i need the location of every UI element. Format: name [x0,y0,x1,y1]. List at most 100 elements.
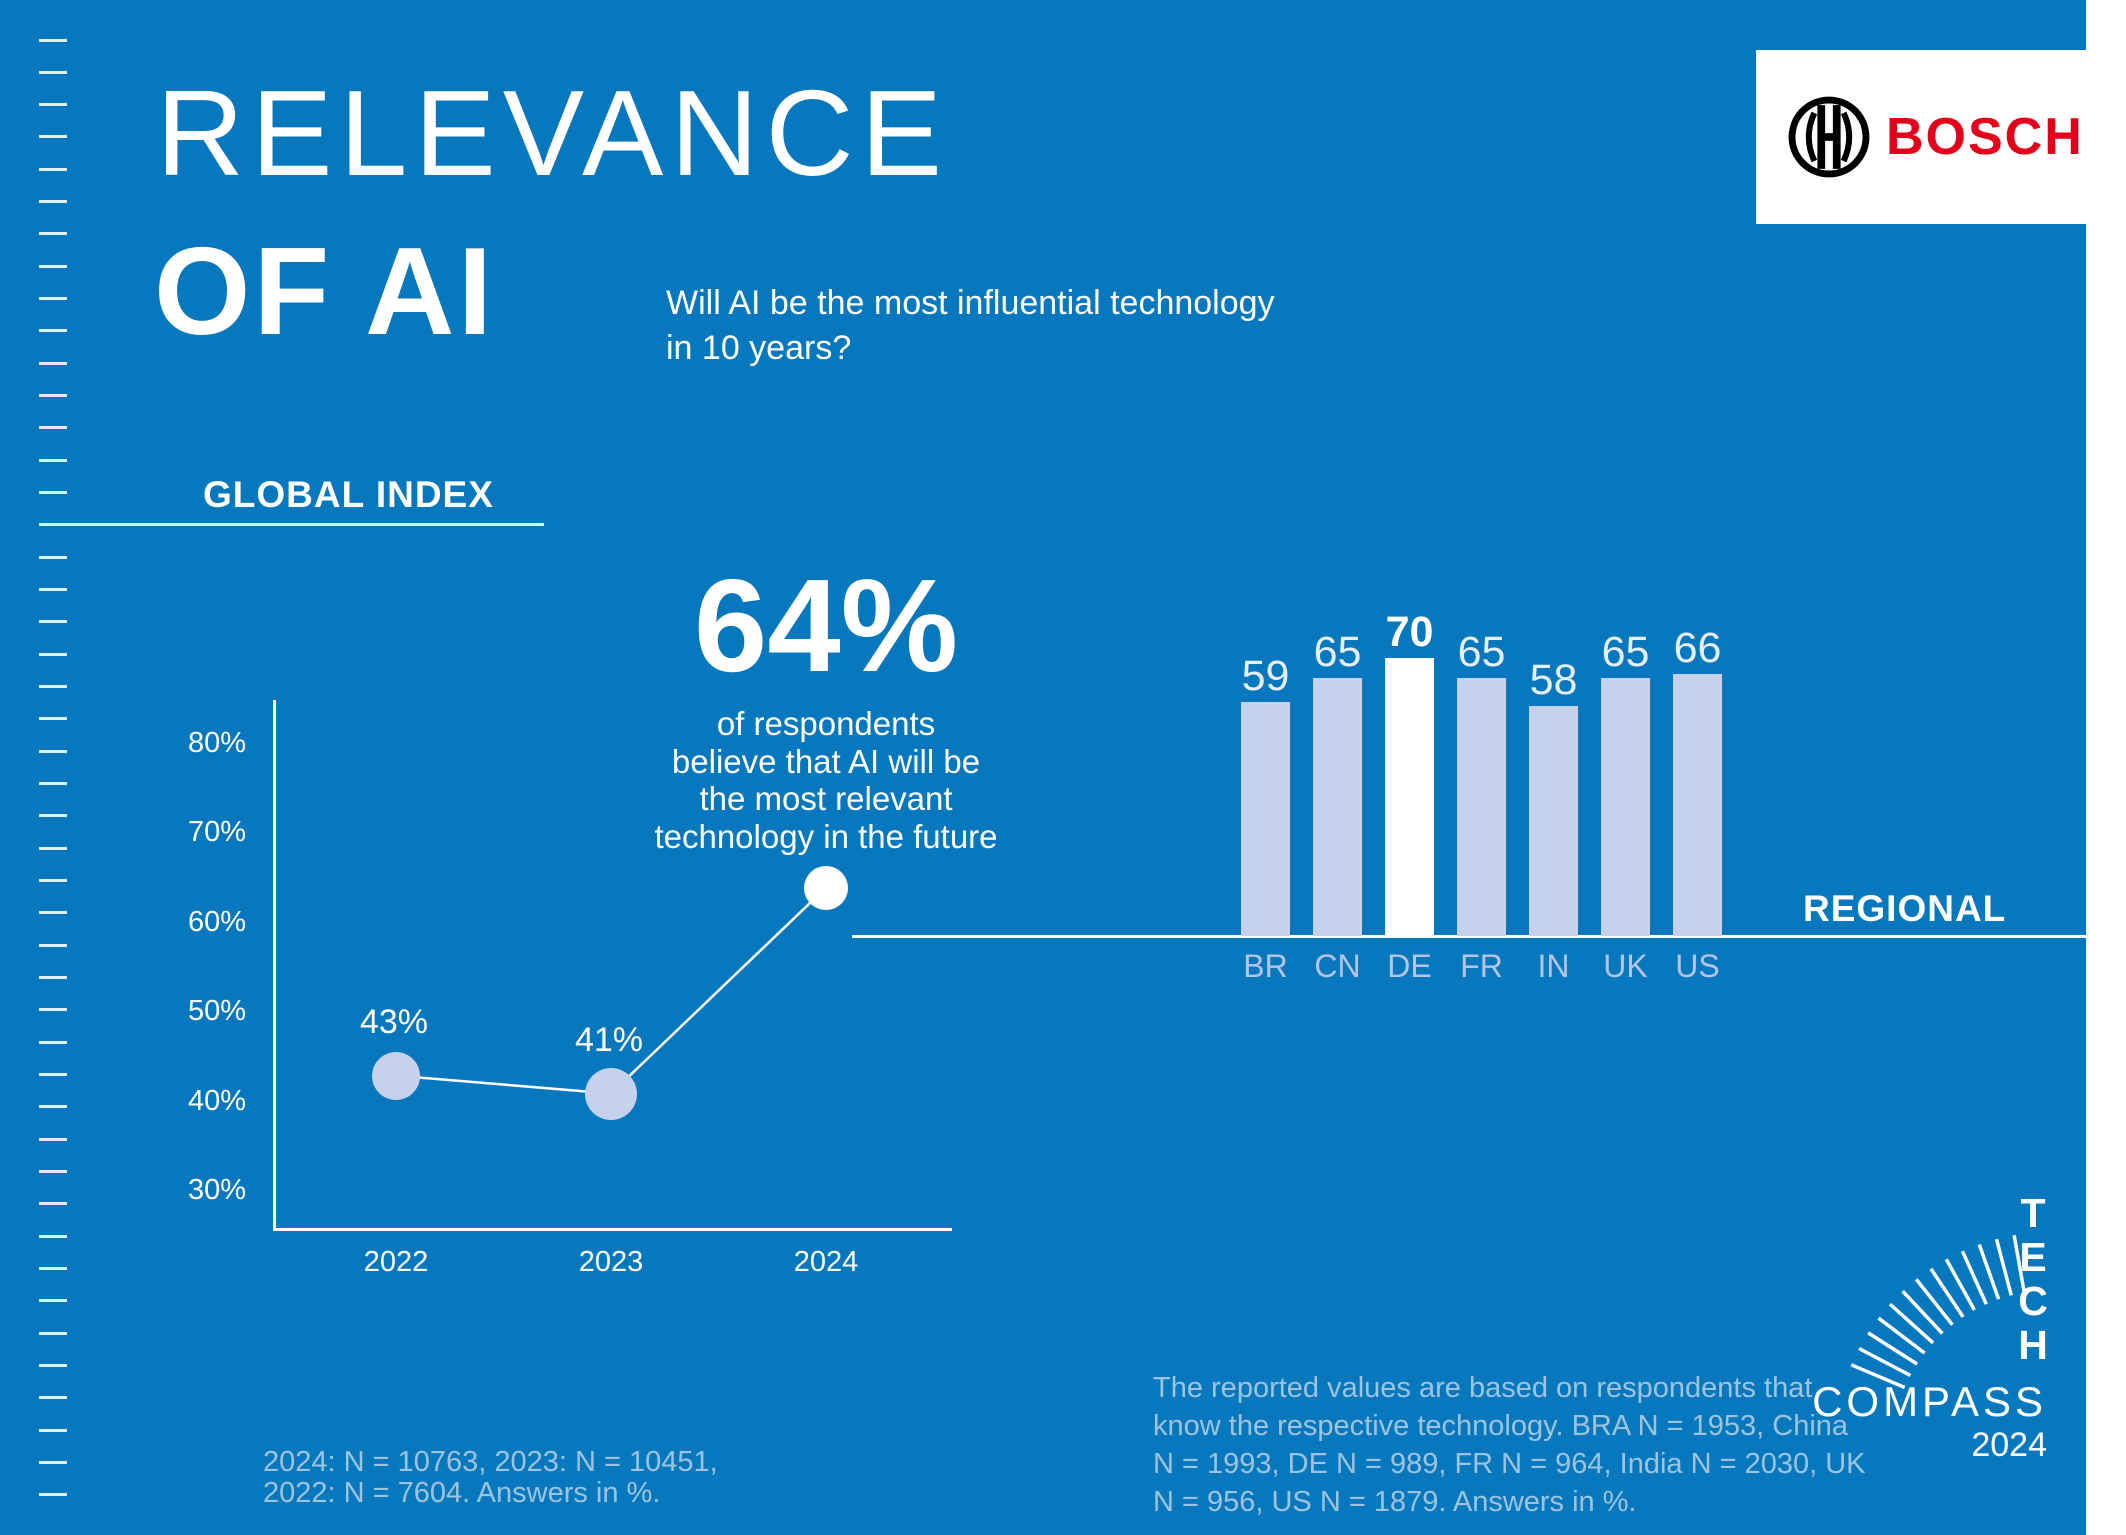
ruler-tick [39,588,67,592]
x-tick-label: 2024 [793,1246,859,1278]
ruler-tick [39,200,67,204]
footnote-line: know the respective technology. BRA N = … [1153,1410,1849,1442]
bar-category-label: FR [1460,948,1503,984]
y-axis-line [273,700,276,1231]
compass-dial-tick [1888,1302,1935,1345]
x-tick-label: 2023 [578,1246,644,1278]
ruler-tick [39,38,67,42]
bar-highlight [1385,658,1434,936]
ruler-tick [39,232,67,236]
y-tick-label: 60% [187,905,246,938]
right-page-margin [2086,0,2126,1535]
compass-dial-tick [1858,1346,1912,1378]
bar-category-label: DE [1387,948,1432,984]
ruler-tick [39,361,67,365]
subtitle-line2: in 10 years? [666,329,852,367]
highlight-caption-line: the most relevant [699,780,953,817]
highlight-caption-line: of respondents [716,705,936,742]
footnote-line: N = 956, US N = 1879. Answers in %. [1153,1486,1637,1518]
y-tick-label: 40% [187,1084,246,1117]
ruler-tick [39,1073,67,1077]
footnote-line: The reported values are based on respond… [1153,1372,1813,1404]
ruler-tick [39,652,67,656]
bar [1313,678,1362,936]
compass-year: 2024 [1971,1426,2047,1464]
ruler-tick [39,555,67,559]
footnote-line: 2024: N = 10763, 2023: N = 10451, [263,1446,718,1478]
bar [1601,678,1650,936]
ruler-tick [39,1461,67,1465]
bosch-anchor-icon [1788,96,1870,178]
compass-dial-tick [1914,1278,1954,1326]
ruler-tick [39,1040,67,1044]
ruler-tick [39,782,67,786]
bar-category-label: CN [1314,948,1361,984]
ruler-tick [39,491,67,495]
tech-letter: E [2019,1234,2047,1280]
highlight-64-percent: 64% [693,552,959,699]
bar-category-label: IN [1537,948,1570,984]
bosch-logo: BOSCH [1756,50,2086,224]
bar [1241,702,1290,936]
ruler-tick [39,846,67,850]
ruler-tick [39,297,67,301]
highlight-caption-line: believe that AI will be [671,742,981,780]
compass-dial-tick [1977,1243,2001,1300]
bar-category-label: BR [1243,948,1288,984]
ruler-tick [39,1008,67,1012]
data-point [585,1067,637,1120]
bar-value-label: 65 [1313,628,1362,676]
y-tick-label: 30% [187,1174,246,1206]
ruler-tick [39,717,67,721]
tech-letter: C [2018,1278,2048,1324]
ruler-tick [39,685,67,689]
x-axis-line [273,1228,952,1231]
compass-dial-tick [1901,1290,1944,1335]
compass-wordmark: COMPASS [1812,1378,2047,1425]
trend-line [395,886,827,1095]
ruler-tick [39,1105,67,1109]
ruler-tick [39,458,67,462]
ruler-tick [39,426,67,430]
ruler-tick [39,1331,67,1335]
ruler-tick [39,749,67,753]
footnote-line: 2022: N = 7604. Answers in %. [263,1477,661,1509]
bar-category-label: US [1675,948,1720,984]
x-tick-label: 2022 [363,1246,429,1278]
compass-dial-tick [1929,1267,1965,1318]
ruler-tick [39,394,67,398]
ruler-tick [39,814,67,818]
page-title-line1: RELEVANCE [156,65,949,201]
bar-value-label: 59 [1241,652,1290,700]
compass-dial-tick [1960,1250,1988,1305]
y-tick-label: 70% [187,816,246,848]
y-tick-label: 50% [187,995,246,1027]
regional-heading: REGIONAL [1803,888,2007,929]
compass-dial-tick [1877,1316,1926,1355]
bar-baseline [852,935,2086,938]
ruler-tick [39,1170,67,1174]
ruler-tick [39,943,67,947]
ruler-tick [39,976,67,980]
ruler-tick [39,1202,67,1206]
highlight-caption-line: technology in the future [654,817,998,855]
point-value-label: 43% [359,1002,429,1041]
compass-dial-tick [1944,1258,1976,1311]
ruler-tick [39,329,67,333]
ruler-tick [39,103,67,107]
bar-value-label: 70 [1385,608,1434,656]
ruler-tick [39,1299,67,1303]
ruler-tick [39,264,67,268]
data-point-highlight [804,865,848,910]
bar-value-label: 65 [1601,628,1650,676]
page-title-line2: OF AI [154,223,496,361]
ruler-tick [39,911,67,915]
ruler-tick [39,1428,67,1432]
data-point [372,1051,420,1100]
tech-letter: T [2020,1190,2046,1236]
ruler-tick [39,167,67,171]
bar-value-label: 66 [1673,624,1722,672]
ruler-tick [39,135,67,139]
point-value-label: 41% [574,1020,644,1059]
